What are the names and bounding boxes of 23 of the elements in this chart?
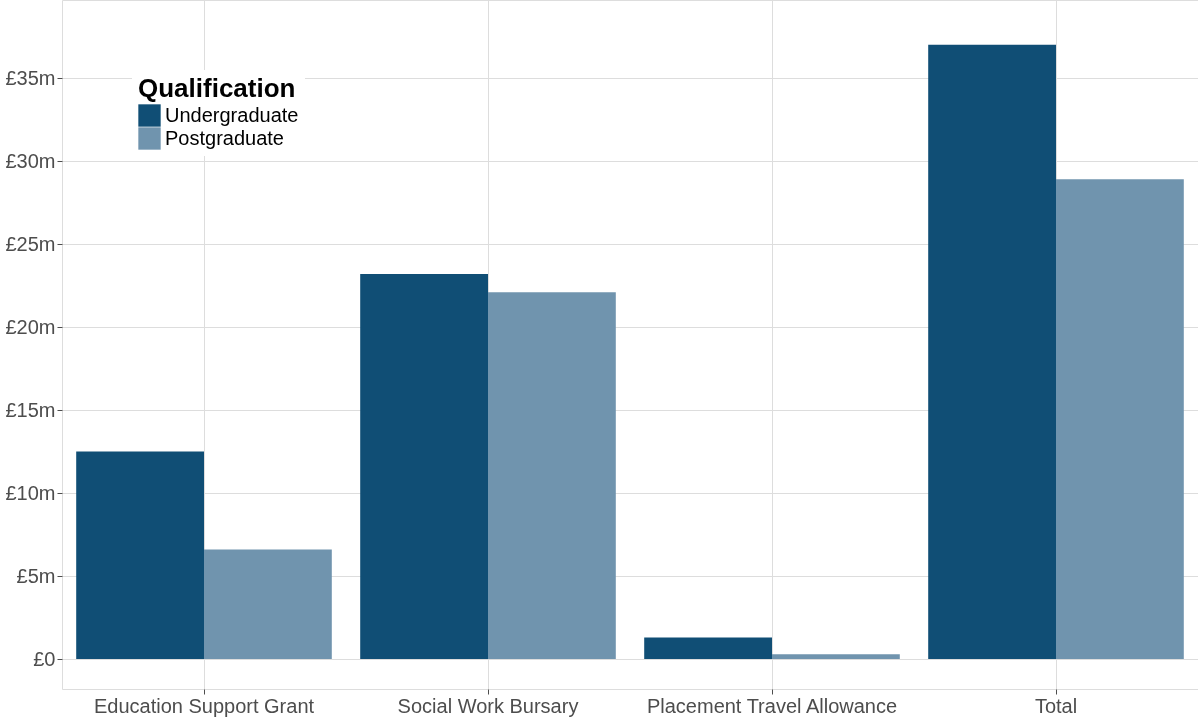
x-tick-label: Placement Travel Allowance xyxy=(646,694,898,717)
bar xyxy=(204,549,332,660)
x-tick-label: Total xyxy=(1034,694,1078,717)
x-tick-label: Social Work Bursary xyxy=(397,694,579,717)
bar xyxy=(360,273,488,660)
bar xyxy=(488,292,616,660)
bar xyxy=(1056,179,1184,660)
bar xyxy=(928,44,1056,660)
y-tick-label: £10m xyxy=(5,481,56,504)
y-tick-label: £5m xyxy=(16,564,56,587)
y-tick-label: £0 xyxy=(33,647,56,670)
y-tick-label: £35m xyxy=(5,66,56,89)
y-tick-label: £20m xyxy=(5,315,56,338)
bar xyxy=(76,451,204,660)
bar xyxy=(644,637,772,660)
y-tick-label: £25m xyxy=(5,232,56,255)
y-tick-label: £15m xyxy=(5,398,56,421)
legend-title: Qualification xyxy=(138,73,296,103)
y-tick-label: £30m xyxy=(5,149,56,172)
legend-label: Undergraduate xyxy=(165,103,299,126)
x-tick-label: Education Support Grant xyxy=(93,694,315,717)
bar xyxy=(772,654,900,660)
legend-label: Postgraduate xyxy=(165,126,284,149)
